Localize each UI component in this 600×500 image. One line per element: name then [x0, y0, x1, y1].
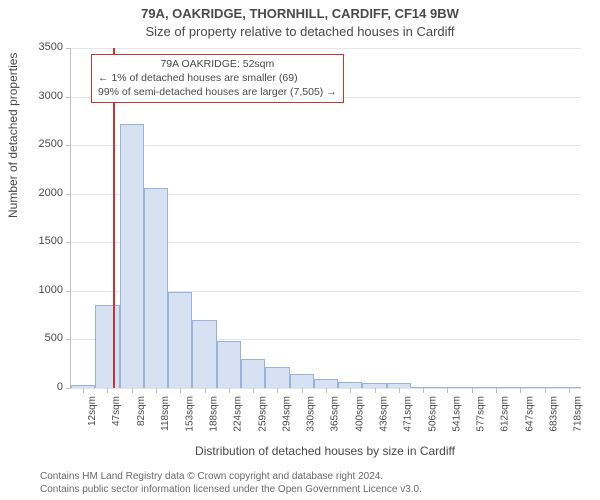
histogram-bar	[290, 374, 314, 388]
x-tick	[375, 388, 376, 393]
x-tick-label: 612sqm	[500, 396, 511, 432]
x-axis-label: Distribution of detached houses by size …	[70, 444, 580, 458]
x-tick	[472, 388, 473, 393]
footer-attribution: Contains HM Land Registry data © Crown c…	[40, 471, 422, 496]
x-tick-label: 577sqm	[476, 396, 487, 432]
y-tick	[66, 48, 71, 49]
y-tick	[66, 339, 71, 340]
x-tick	[107, 388, 108, 393]
y-tick-label: 2000	[29, 187, 63, 199]
x-tick-label: 153sqm	[184, 396, 195, 432]
y-tick-label: 1000	[29, 284, 63, 296]
x-tick	[83, 388, 84, 393]
x-tick-label: 471sqm	[403, 396, 414, 432]
x-tick	[520, 388, 521, 393]
x-tick-label: 365sqm	[330, 396, 341, 432]
histogram-bar	[95, 305, 119, 388]
x-tick	[302, 388, 303, 393]
x-tick	[229, 388, 230, 393]
x-tick-label: 541sqm	[451, 396, 462, 432]
histogram-bar	[192, 320, 216, 388]
annotation-line: ← 1% of detached houses are smaller (69)	[98, 71, 337, 85]
y-tick-label: 0	[29, 381, 63, 393]
x-tick	[447, 388, 448, 393]
x-tick-label: 506sqm	[427, 396, 438, 432]
x-tick-label: 47sqm	[111, 396, 122, 426]
y-tick-label: 500	[29, 332, 63, 344]
x-tick	[253, 388, 254, 393]
x-tick-label: 82sqm	[136, 396, 147, 426]
x-tick-label: 188sqm	[209, 396, 220, 432]
histogram-bar	[241, 359, 265, 388]
annotation-line: 99% of semi-detached houses are larger (…	[98, 85, 337, 99]
x-tick	[569, 388, 570, 393]
page-title-line2: Size of property relative to detached ho…	[0, 24, 600, 39]
x-tick-label: 12sqm	[87, 396, 98, 426]
x-tick-label: 400sqm	[354, 396, 365, 432]
x-tick	[423, 388, 424, 393]
x-tick	[399, 388, 400, 393]
y-tick	[66, 145, 71, 146]
gridline	[71, 145, 581, 146]
y-tick-label: 2500	[29, 138, 63, 150]
gridline	[71, 48, 581, 49]
x-tick-label: 224sqm	[233, 396, 244, 432]
y-tick	[66, 97, 71, 98]
footer-line: Contains public sector information licen…	[40, 484, 422, 497]
y-tick	[66, 388, 71, 389]
page-title-line1: 79A, OAKRIDGE, THORNHILL, CARDIFF, CF14 …	[0, 6, 600, 21]
x-tick	[180, 388, 181, 393]
x-tick	[205, 388, 206, 393]
x-tick-label: 330sqm	[306, 396, 317, 432]
histogram-plot: 050010001500200025003000350012sqm47sqm82…	[70, 48, 581, 389]
y-tick	[66, 194, 71, 195]
x-tick-label: 259sqm	[257, 396, 268, 432]
histogram-bar	[217, 341, 241, 388]
y-tick	[66, 242, 71, 243]
y-tick	[66, 291, 71, 292]
y-tick-label: 3000	[29, 90, 63, 102]
x-tick	[496, 388, 497, 393]
x-tick	[277, 388, 278, 393]
x-tick-label: 718sqm	[573, 396, 584, 432]
y-tick-label: 1500	[29, 235, 63, 247]
x-tick-label: 647sqm	[524, 396, 535, 432]
x-tick	[350, 388, 351, 393]
x-tick-label: 118sqm	[160, 396, 171, 431]
x-tick	[132, 388, 133, 393]
x-tick	[545, 388, 546, 393]
annotation-box: 79A OAKRIDGE: 52sqm← 1% of detached hous…	[91, 54, 344, 103]
histogram-bar	[314, 379, 338, 388]
histogram-bar	[265, 367, 289, 388]
x-tick-label: 436sqm	[379, 396, 390, 432]
x-tick-label: 294sqm	[281, 396, 292, 432]
x-tick-label: 683sqm	[549, 396, 560, 432]
footer-line: Contains HM Land Registry data © Crown c…	[40, 471, 422, 484]
x-tick	[326, 388, 327, 393]
y-tick-label: 3500	[29, 41, 63, 53]
y-axis-label: Number of detached properties	[6, 53, 20, 218]
histogram-bar	[168, 292, 192, 388]
histogram-bar	[120, 124, 144, 388]
x-tick	[156, 388, 157, 393]
annotation-line: 79A OAKRIDGE: 52sqm	[98, 57, 337, 71]
histogram-bar	[144, 188, 168, 388]
